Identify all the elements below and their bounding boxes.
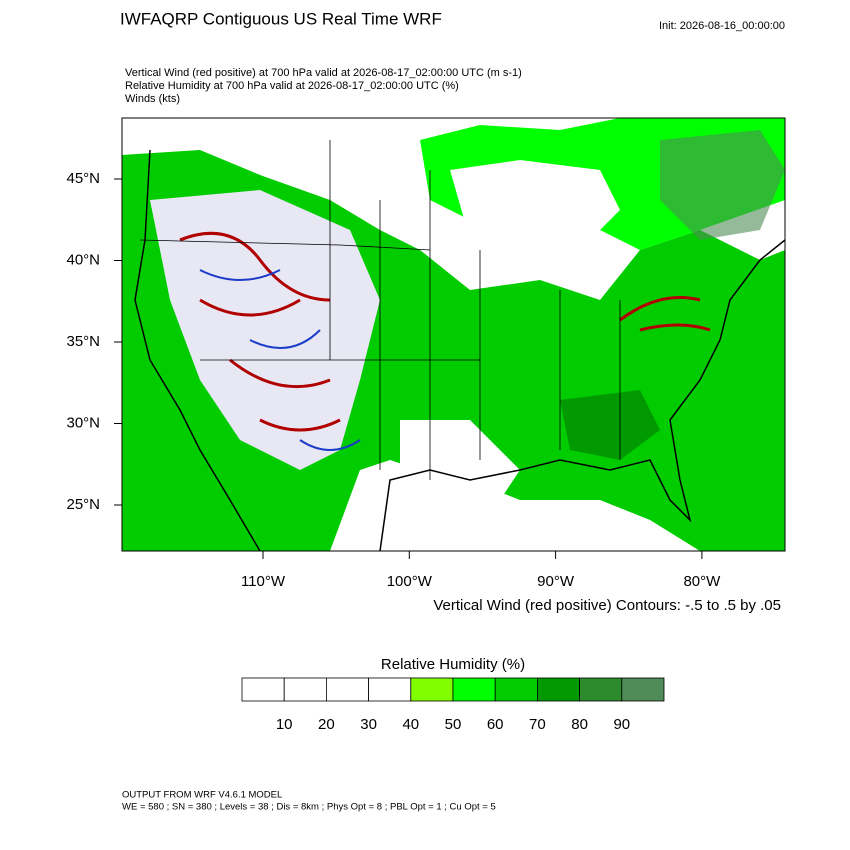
colorbar-label: 30 xyxy=(360,716,377,733)
lat-label: 25°N xyxy=(66,496,100,513)
lat-label: 30°N xyxy=(66,414,100,431)
colorbar-label: 20 xyxy=(318,716,335,733)
lon-label: 80°W xyxy=(683,573,721,590)
lon-label: 110°W xyxy=(241,573,286,590)
colorbar-box xyxy=(325,677,369,702)
colorbar-label: 10 xyxy=(276,716,293,733)
vertical-wind-area xyxy=(150,190,380,470)
colorbar-box xyxy=(621,677,665,702)
colorbar-box xyxy=(494,677,538,702)
colorbar-label: 80 xyxy=(571,716,588,733)
contour-note: Vertical Wind (red positive) Contours: -… xyxy=(433,597,781,614)
lat-label: 35°N xyxy=(66,333,100,350)
colorbar-label: 40 xyxy=(402,716,419,733)
colorbar-label: 60 xyxy=(487,716,504,733)
colorbar-box xyxy=(368,677,412,702)
init-time: Init: 2026-08-16_00:00:00 xyxy=(659,20,785,32)
lon-label: 100°W xyxy=(387,573,433,590)
lon-label: 90°W xyxy=(537,573,575,590)
humidity-area xyxy=(560,390,660,460)
coastline xyxy=(134,149,785,551)
colorbar-box xyxy=(579,677,623,702)
vertical-wind-contour xyxy=(179,231,711,432)
map-frame xyxy=(121,117,786,552)
colorbar-label: 50 xyxy=(445,716,462,733)
map xyxy=(121,117,786,552)
field-label: Vertical Wind (red positive) at 700 hPa … xyxy=(125,67,522,79)
lat-label: 45°N xyxy=(66,170,100,187)
state-border xyxy=(139,140,621,480)
colorbar-box xyxy=(410,677,454,702)
colorbar-label: 70 xyxy=(529,716,546,733)
lat-label: 40°N xyxy=(66,251,100,268)
footer: WE = 580 ; SN = 380 ; Levels = 38 ; Dis … xyxy=(122,802,496,813)
title: IWFAQRP Contiguous US Real Time WRF xyxy=(120,9,442,28)
vertical-wind-contour xyxy=(199,269,361,451)
humidity-area xyxy=(660,130,785,240)
colorbar-box xyxy=(241,677,285,702)
colorbar-box xyxy=(452,677,496,702)
colorbar-label: 90 xyxy=(613,716,630,733)
dry-area xyxy=(450,160,620,260)
field-label: Relative Humidity at 700 hPa valid at 20… xyxy=(125,80,459,92)
footer: OUTPUT FROM WRF V4.6.1 MODEL xyxy=(122,790,282,801)
colorbar-title: Relative Humidity (%) xyxy=(381,656,525,673)
field-label: Winds (kts) xyxy=(125,93,180,105)
colorbar-box xyxy=(283,677,327,702)
colorbar-box xyxy=(537,677,581,702)
